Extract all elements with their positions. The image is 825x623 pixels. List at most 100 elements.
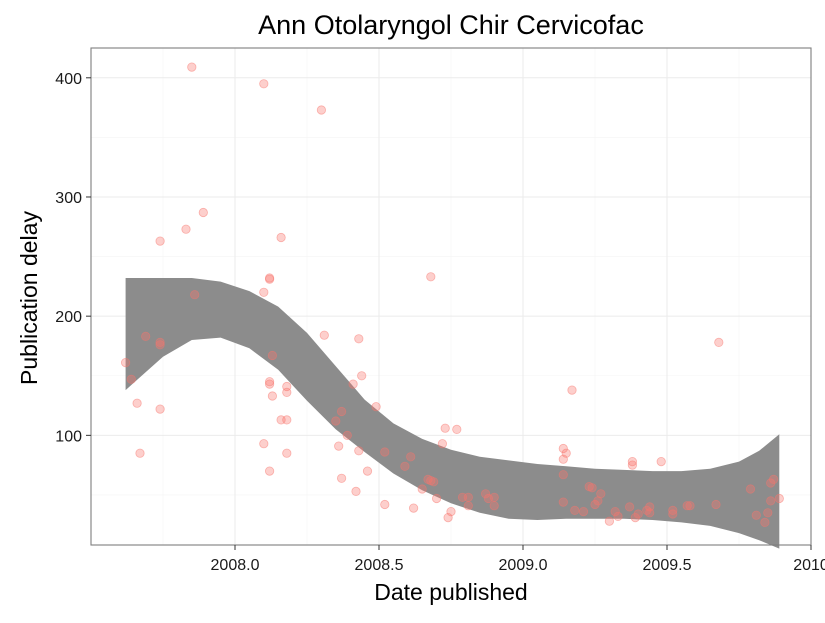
y-tick-label: 100 bbox=[55, 428, 82, 445]
x-tick-label: 2010 bbox=[793, 557, 825, 574]
smooth-band bbox=[125, 278, 780, 549]
data-point bbox=[141, 331, 151, 341]
data-point bbox=[264, 377, 275, 387]
x-axis-title: Date published bbox=[374, 579, 527, 605]
data-point bbox=[604, 516, 615, 526]
data-point bbox=[570, 505, 580, 515]
data-point bbox=[578, 506, 589, 517]
data-point bbox=[155, 236, 165, 246]
data-point bbox=[190, 290, 200, 300]
data-point bbox=[558, 470, 568, 480]
x-tick-label: 2008.5 bbox=[355, 557, 404, 574]
data-point bbox=[132, 398, 142, 408]
data-point bbox=[452, 424, 462, 434]
data-point bbox=[745, 484, 756, 494]
data-point bbox=[587, 483, 597, 493]
data-point bbox=[264, 379, 275, 389]
data-point bbox=[624, 502, 635, 512]
data-point bbox=[429, 477, 439, 487]
y-tick-label: 300 bbox=[55, 190, 82, 207]
data-point bbox=[561, 448, 571, 458]
data-point bbox=[437, 439, 447, 449]
x-tick-label: 2008.0 bbox=[211, 557, 260, 574]
data-point bbox=[267, 391, 277, 401]
data-point bbox=[316, 105, 326, 115]
data-point bbox=[181, 224, 191, 234]
data-point bbox=[645, 502, 655, 512]
data-point bbox=[768, 474, 779, 484]
data-point bbox=[259, 439, 269, 449]
data-point bbox=[371, 402, 381, 412]
y-axis-title: Publication delay bbox=[16, 211, 42, 385]
data-point bbox=[282, 415, 292, 425]
data-point bbox=[446, 506, 456, 517]
data-point bbox=[613, 511, 623, 522]
data-point bbox=[711, 499, 721, 510]
data-point bbox=[282, 448, 292, 458]
data-point bbox=[463, 501, 473, 511]
data-point bbox=[483, 493, 493, 504]
data-point bbox=[630, 512, 640, 523]
data-point bbox=[187, 62, 197, 72]
data-point bbox=[766, 478, 776, 488]
data-point bbox=[656, 456, 666, 467]
data-point bbox=[610, 506, 620, 517]
data-point bbox=[276, 232, 286, 243]
data-point bbox=[354, 446, 364, 456]
data-point bbox=[463, 492, 473, 502]
chart-title: Ann Otolaryngol Chir Cervicofac bbox=[258, 10, 644, 40]
data-point bbox=[348, 379, 358, 389]
data-point bbox=[380, 499, 390, 510]
data-point bbox=[431, 493, 442, 504]
data-point bbox=[668, 505, 678, 515]
data-point bbox=[480, 489, 491, 499]
data-point bbox=[596, 489, 606, 499]
data-point bbox=[155, 337, 165, 347]
data-point bbox=[627, 460, 638, 470]
data-point bbox=[558, 497, 568, 507]
data-point bbox=[406, 452, 416, 462]
data-point bbox=[135, 448, 145, 458]
confidence-band bbox=[125, 278, 780, 549]
data-point bbox=[198, 207, 208, 218]
x-tick-label: 2009.0 bbox=[499, 557, 548, 574]
data-points bbox=[121, 62, 784, 528]
data-point bbox=[751, 510, 761, 520]
data-point bbox=[351, 486, 361, 496]
data-point bbox=[121, 357, 131, 368]
data-point bbox=[319, 330, 329, 340]
data-point bbox=[264, 466, 275, 476]
data-point bbox=[259, 287, 269, 297]
data-point bbox=[354, 334, 364, 344]
data-point bbox=[264, 274, 275, 284]
data-point bbox=[489, 501, 499, 511]
data-point bbox=[259, 79, 269, 89]
data-point bbox=[685, 501, 695, 511]
data-point bbox=[426, 272, 436, 282]
data-point bbox=[567, 385, 577, 395]
data-point bbox=[331, 416, 341, 426]
data-point bbox=[400, 461, 410, 471]
data-point bbox=[408, 503, 419, 513]
data-point bbox=[714, 337, 724, 347]
y-tick-label: 200 bbox=[55, 309, 82, 326]
y-axis-ticks: 100 200 300 400 bbox=[55, 71, 91, 445]
data-point bbox=[336, 406, 347, 417]
data-point bbox=[155, 340, 165, 350]
data-point bbox=[774, 493, 784, 504]
data-point bbox=[336, 473, 347, 483]
data-point bbox=[342, 430, 352, 440]
data-point bbox=[126, 374, 136, 384]
data-point bbox=[682, 501, 692, 511]
y-tick-label: 400 bbox=[55, 71, 82, 88]
data-point bbox=[267, 350, 277, 361]
data-point bbox=[282, 387, 292, 397]
data-point bbox=[417, 484, 427, 494]
data-point bbox=[668, 509, 678, 519]
data-point bbox=[558, 443, 568, 454]
panel-border bbox=[90, 47, 812, 546]
data-point bbox=[763, 508, 773, 518]
data-point bbox=[766, 496, 776, 506]
